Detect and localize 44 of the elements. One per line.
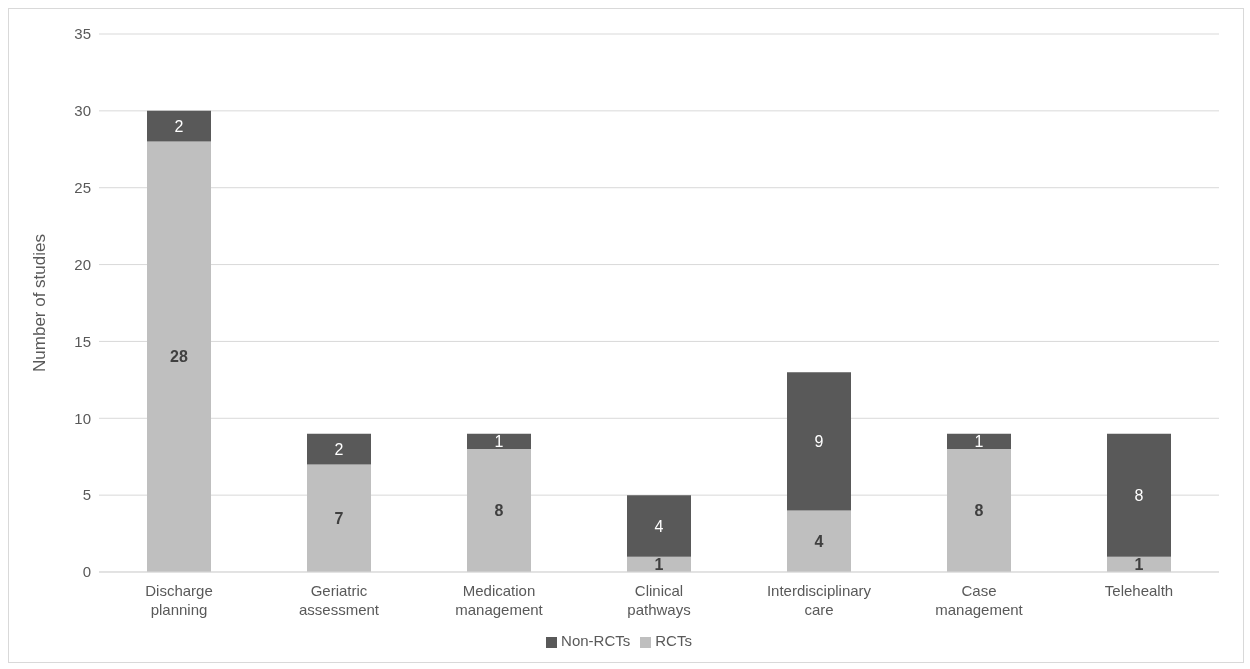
x-tick-label: Clinical pathways <box>627 582 691 618</box>
bar <box>1107 433 1171 557</box>
bar <box>787 510 851 572</box>
x-tick-label: Medication management <box>455 582 544 618</box>
x-tick-label: Interdisciplinary care <box>766 582 872 618</box>
data-label: 9 <box>814 433 824 451</box>
y-tick-label: 5 <box>82 486 91 504</box>
data-label: 8 <box>494 502 504 520</box>
y-tick-label: 10 <box>74 409 91 427</box>
y-tick-label: 15 <box>74 332 91 350</box>
data-label: 4 <box>654 517 664 535</box>
y-tick-label: 25 <box>74 179 91 197</box>
data-label: 1 <box>654 555 664 573</box>
x-tick-label: Geriatric assessment <box>298 582 380 618</box>
data-label: 8 <box>1134 486 1144 504</box>
x-tick-label: Discharge planning <box>145 582 213 618</box>
bar <box>947 433 1011 450</box>
bar <box>947 449 1011 572</box>
bar <box>147 110 211 142</box>
data-label: 1 <box>1134 555 1144 573</box>
y-tick-label: 0 <box>82 563 91 581</box>
legend-label: RCTs <box>655 632 692 649</box>
data-label: 7 <box>334 509 344 527</box>
data-label: 1 <box>494 433 504 451</box>
bar <box>467 449 531 572</box>
y-tick-label: 35 <box>74 25 91 43</box>
x-tick-label: Case management <box>935 582 1024 618</box>
data-label: 8 <box>974 502 984 520</box>
data-label: 2 <box>174 117 184 135</box>
legend-label: Non-RCTs <box>561 632 631 649</box>
bar <box>147 141 211 572</box>
data-label: 1 <box>974 433 984 451</box>
data-label: 4 <box>814 532 824 550</box>
y-tick-label: 30 <box>74 102 91 120</box>
x-tick-label: Telehealth <box>1104 582 1174 599</box>
bar <box>467 433 531 450</box>
bar <box>787 372 851 511</box>
y-tick-label: 20 <box>74 255 91 273</box>
bar <box>307 433 371 465</box>
y-axis-title: Number of studies <box>30 234 50 372</box>
data-label: 28 <box>170 348 188 366</box>
bar <box>627 495 691 557</box>
data-label: 2 <box>334 440 344 458</box>
bar <box>307 464 371 572</box>
